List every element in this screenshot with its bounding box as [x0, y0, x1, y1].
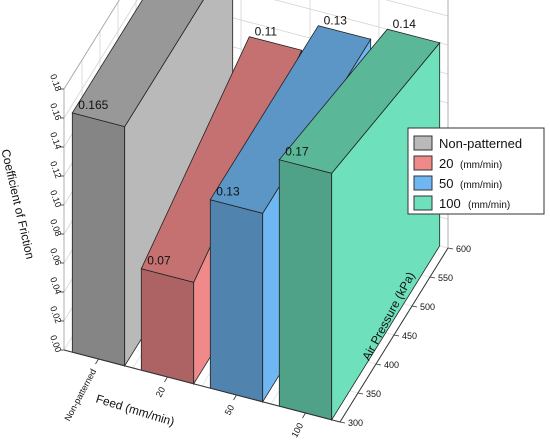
- legend-swatch-50: [413, 175, 433, 191]
- y-tick-label: 0.04: [48, 276, 63, 296]
- y-tick-label: 0.18: [48, 73, 63, 93]
- legend-swatch-20: [413, 155, 433, 171]
- bar-front-value-label: 0.13: [216, 185, 240, 199]
- z-axis-tick: [375, 363, 382, 366]
- legend-item-50: 50 (mm/min): [413, 175, 502, 191]
- legend-item-non-patterned: Non-patterned: [413, 135, 522, 151]
- z-tick-label: 550: [438, 273, 453, 283]
- bar-front-face: [278, 159, 333, 421]
- legend-swatch-100: [413, 195, 433, 211]
- legend-item-20: 20 (mm/min): [413, 155, 502, 171]
- bar-back-value-label: 0.14: [393, 17, 417, 31]
- y-tick-label: 0.02: [48, 305, 63, 325]
- x-axis-tick: [233, 394, 237, 401]
- x-axis-title: Feed (mm/min): [94, 392, 176, 429]
- x-axis-line: [63, 349, 341, 423]
- z-axis-tick: [357, 392, 364, 395]
- bar-back-value-label: 0.13: [324, 14, 348, 28]
- frame-edge: [63, 0, 120, 90]
- legend-item-100: 100 (mm/min): [413, 195, 510, 211]
- bar-front-face: [209, 199, 264, 403]
- z-axis-tick: [339, 421, 346, 424]
- x-tick-label: 50: [223, 403, 237, 417]
- bar-top-face: [278, 28, 441, 174]
- x-axis-tick: [302, 412, 306, 419]
- legend-swatch-non-patterned: [413, 135, 433, 151]
- bar-top-face: [71, 0, 204, 128]
- z-axis-tick: [447, 247, 454, 250]
- legend: Non-patterned 20 (mm/min) 50 (mm/min) 10…: [407, 127, 545, 215]
- y-tick-label: 0.16: [48, 102, 63, 122]
- z-axis-tick: [393, 334, 400, 337]
- bar-front-value-label: 0.17: [285, 145, 309, 159]
- y-axis-title: Coefficient of Friction: [0, 148, 37, 261]
- x-axis-tick: [164, 376, 168, 383]
- y-tick-label: 0.14: [48, 131, 63, 151]
- legend-label-non-patterned: Non-patterned: [439, 136, 522, 151]
- legend-label-50: 50: [439, 176, 453, 191]
- legend-unit-100: (mm/min): [468, 200, 510, 211]
- y-tick-label: 0.08: [48, 218, 63, 238]
- z-tick-label: 400: [384, 360, 399, 370]
- legend-label-100: 100: [439, 196, 461, 211]
- z-tick-label: 500: [420, 302, 435, 312]
- z-tick-label: 450: [402, 331, 417, 341]
- y-tick-label: 0.10: [48, 189, 63, 209]
- z-tick-label: 350: [366, 389, 381, 399]
- x-tick-label: Non-patterned: [62, 367, 98, 423]
- bars-layer: 0.165None0.070.110.130.130.170.14: [71, 0, 441, 422]
- y-tick-label: 0.06: [48, 247, 63, 267]
- back-wall-gridline-y: [385, 0, 449, 17]
- bar-front-value-label: 0.07: [147, 254, 171, 268]
- z-axis-tick: [411, 305, 418, 308]
- z-axis-tick: [429, 276, 436, 279]
- bar-front-value-label: 0.165: [78, 98, 108, 112]
- z-tick-label: 300: [348, 418, 363, 428]
- bar-top-face: [140, 36, 303, 283]
- legend-unit-50: (mm/min): [460, 180, 502, 191]
- x-tick-label: 100: [289, 421, 305, 439]
- bar-back-value-label: 0.11: [255, 25, 278, 39]
- bar-front-face: [71, 112, 126, 367]
- z-tick-label: 600: [456, 244, 471, 254]
- y-tick-label: 0.12: [48, 160, 63, 180]
- bar-top-face: [209, 25, 372, 214]
- side-wall-gridline-y: [63, 0, 138, 119]
- legend-unit-20: (mm/min): [460, 160, 502, 171]
- legend-label-20: 20: [439, 156, 453, 171]
- y-tick-label: 0.00: [48, 334, 63, 354]
- x-tick-label: 20: [154, 385, 168, 399]
- x-axis-tick: [95, 358, 99, 365]
- bar-front-face: [140, 268, 195, 385]
